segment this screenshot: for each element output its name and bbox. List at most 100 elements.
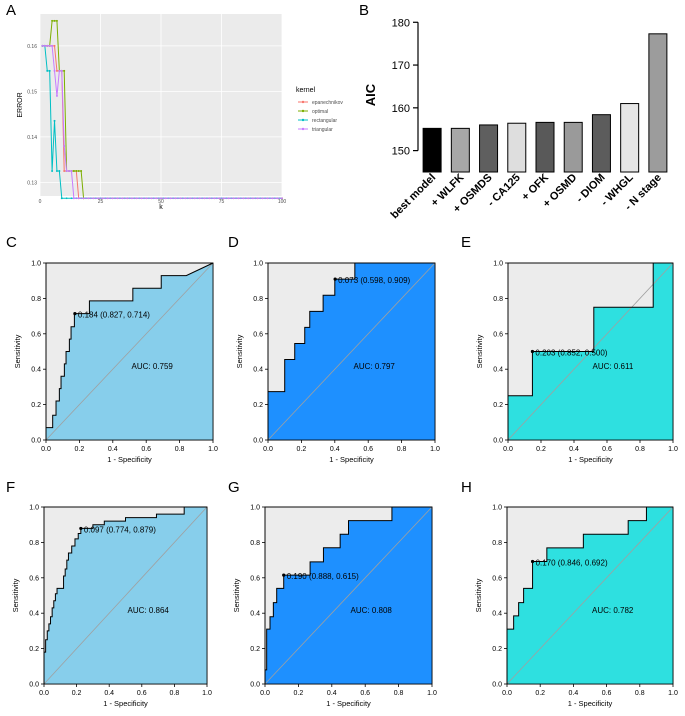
threshold-label: 0.073 (0.598, 0.909) — [338, 276, 410, 285]
y-axis-title: Sensitivity — [474, 578, 483, 612]
x-tick-label: 25 — [98, 199, 104, 205]
series-point — [102, 197, 104, 200]
y-tick-label: 0.4 — [492, 611, 502, 618]
y-tick-label: 0.0 — [253, 438, 263, 445]
series-point — [174, 197, 177, 200]
diagonal-reference — [506, 506, 674, 685]
y-tick-label: 0.4 — [250, 611, 260, 618]
x-tick-label: 0.2 — [72, 690, 82, 697]
x-axis-title: 1 - Specificity — [568, 699, 613, 708]
y-axis-title: Sensitivity — [13, 334, 22, 368]
y-tick-label: 0.2 — [31, 402, 41, 409]
x-tick-label: 0.2 — [294, 690, 304, 697]
x-tick-label: 0.0 — [503, 446, 513, 453]
series-point — [65, 169, 68, 172]
series-point — [48, 44, 51, 47]
series-point — [213, 197, 216, 200]
y-axis-title: AIC — [363, 83, 378, 106]
x-tick-label: 0.4 — [569, 690, 579, 697]
series-point — [247, 197, 250, 200]
roc-curve — [267, 262, 435, 440]
x-tick-label: 0.8 — [397, 446, 407, 453]
x-tick-label: 0.0 — [39, 690, 49, 697]
series-point — [72, 169, 75, 172]
series-point — [218, 197, 220, 200]
series-point — [46, 44, 49, 47]
x-tick-label: 0 — [39, 199, 42, 205]
y-tick-label: 0.8 — [250, 540, 260, 547]
series-point — [51, 169, 54, 172]
y-axis-title: Sensitivity — [235, 334, 244, 368]
series-point — [68, 169, 71, 172]
bar-- DIOM — [591, 114, 611, 173]
y-axis-title: ERROR — [17, 92, 24, 117]
y-tick-label: 180 — [392, 17, 410, 29]
series-point — [266, 197, 269, 200]
series-point — [193, 197, 196, 200]
bar-+ WLFK — [450, 127, 470, 173]
series-point — [140, 197, 143, 200]
legend-label-epanechnikov: epanechnikov — [312, 100, 343, 106]
legend-label-triangular: triangular — [312, 127, 333, 133]
y-tick-label: 0.16 — [27, 44, 37, 50]
threshold-label: 0.203 (0.852, 0.500) — [535, 349, 607, 358]
y-tick-label: 0.2 — [253, 402, 263, 409]
series-point — [77, 197, 80, 200]
panel-label-f: F — [6, 479, 15, 496]
y-tick-label: 0.2 — [493, 402, 503, 409]
roc-chart-g: 0.190 (0.888, 0.615) AUC: 0.808 0.00.0 0.2 0… — [232, 505, 437, 709]
knn-error-chart: 0 25 50 75 100 0.13 0.14 0.15 0.16 k ERROR kernel ep… — [17, 14, 343, 211]
series-point — [65, 197, 68, 200]
series-point — [77, 169, 80, 172]
series-point — [80, 169, 83, 172]
bar-best model — [422, 127, 442, 173]
y-tick-label: 0.8 — [29, 540, 39, 547]
series-point — [46, 69, 49, 72]
threshold-point — [73, 312, 77, 316]
x-tick-label: 0.8 — [394, 690, 404, 697]
threshold-label: 0.097 (0.774, 0.879) — [84, 525, 156, 534]
series-point — [256, 197, 259, 200]
y-tick-label: 0.0 — [492, 682, 502, 689]
y-tick-label: 0.15 — [27, 89, 37, 95]
diagonal-reference — [45, 262, 214, 441]
plot-border — [264, 506, 433, 685]
y-tick-label: 0.8 — [492, 540, 502, 547]
x-tick-label: 0.4 — [330, 446, 340, 453]
series-point — [164, 197, 167, 200]
y-tick-label: 0.4 — [493, 367, 503, 374]
threshold-label: 0.184 (0.827, 0.714) — [78, 311, 150, 320]
panel-label-e: E — [461, 234, 471, 251]
threshold-point — [282, 573, 286, 577]
y-tick-label: 1.0 — [31, 261, 41, 268]
y-tick-label: 0.4 — [31, 367, 41, 374]
panel-label-h: H — [461, 479, 472, 496]
roc-curve — [507, 262, 673, 440]
series-point — [55, 94, 58, 97]
series-point — [189, 197, 191, 200]
series-point — [87, 197, 90, 200]
y-axis-title: Sensitivity — [232, 578, 241, 612]
panel-label-g: G — [228, 479, 240, 496]
series-point — [53, 19, 56, 22]
series-point — [145, 197, 148, 200]
y-tick-label: 1.0 — [492, 505, 502, 512]
series-point — [150, 197, 153, 200]
y-tick-label: 150 — [392, 146, 410, 158]
series-point — [160, 197, 162, 200]
y-tick-label: 0.0 — [31, 438, 41, 445]
series-point — [126, 197, 129, 200]
x-axis-title: 1 - Specificity — [326, 699, 371, 708]
roc-chart-f: 0.097 (0.774, 0.879) AUC: 0.864 0.00.0 0.2 0… — [11, 505, 212, 709]
series-point — [281, 197, 283, 200]
x-tick-label: 1.0 — [208, 446, 218, 453]
series-point — [58, 69, 61, 72]
x-tick-label: 0.0 — [260, 690, 270, 697]
x-tick-label: 100 — [278, 199, 287, 205]
auc-label: AUC: 0.611 — [593, 362, 634, 371]
x-axis-title: 1 - Specificity — [568, 455, 613, 464]
series-point — [63, 69, 66, 72]
plot-border — [506, 506, 674, 685]
x-axis-title: k — [159, 204, 163, 211]
series-point — [60, 197, 63, 200]
